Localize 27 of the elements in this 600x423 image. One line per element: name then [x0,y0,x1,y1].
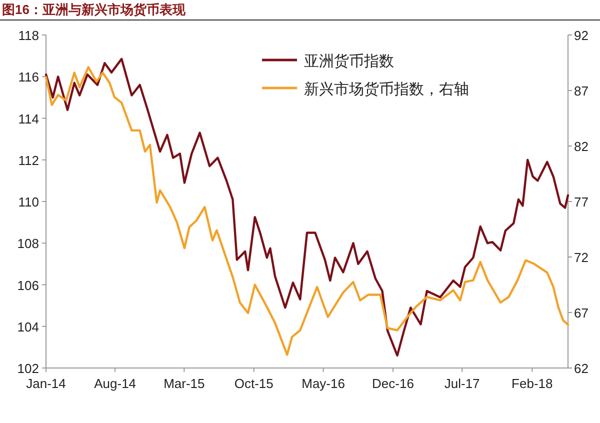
x-tick-label: May-16 [302,376,345,391]
x-tick-label: Feb-18 [512,376,553,391]
x-tick-label: Jan-14 [26,376,66,391]
y2-tick-label: 77 [574,194,588,210]
y2-tick-label: 82 [574,139,588,154]
y-tick-label: 110 [18,194,39,210]
y-tick-label: 104 [17,319,39,334]
legend-label: 亚洲货币指数 [304,53,394,70]
x-tick-label: Oct-15 [234,376,274,391]
y-tick-label: 114 [18,111,39,126]
y-tick-label: 102 [17,361,39,376]
y-tick-label: 108 [17,236,39,252]
x-tick-label: Mar-15 [164,376,205,391]
x-tick-label: Jul-17 [444,376,480,391]
y-tick-label: 112 [18,152,39,168]
y2-tick-label: 72 [574,250,588,265]
y2-tick-label: 67 [574,306,588,320]
y-tick-label: 106 [17,278,39,293]
y2-tick-label: 87 [574,84,588,98]
y2-tick-label: 62 [574,361,588,376]
x-tick-label: Dec-16 [372,376,414,391]
chart-title: 图16：亚洲与新兴市场货币表现 [2,2,186,17]
legend-label: 新兴市场货币指数，右轴 [304,81,469,98]
y-tick-label: 116 [18,70,39,85]
y2-tick-label: 92 [574,28,588,43]
x-tick-label: Aug-14 [94,376,136,391]
y-tick-label: 118 [18,28,39,43]
